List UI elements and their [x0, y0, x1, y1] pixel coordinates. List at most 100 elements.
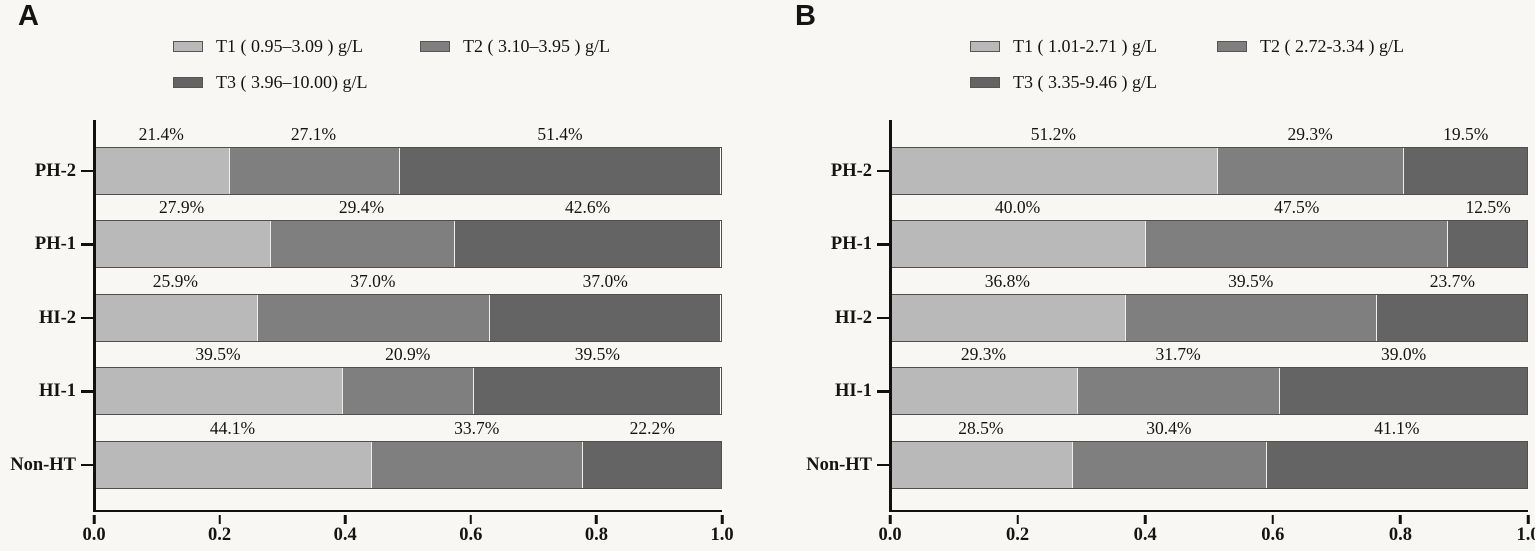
legend-item-t3: T3 ( 3.96–10.00) g/L [173, 73, 420, 91]
category-label-hi-1: HI-1 [39, 381, 76, 401]
value-label-strip: 27.9% 29.4% 42.6% [94, 197, 722, 217]
legend-swatch-t1 [970, 40, 1000, 52]
legend-label-t2: T2 ( 3.10–3.95 ) g/L [463, 36, 610, 56]
value-label-t1: 27.9% [158, 197, 205, 217]
x-tick [720, 514, 724, 524]
x-tick-label: 1.0 [710, 525, 734, 545]
value-label-strip: 28.5% 30.4% 41.1% [890, 418, 1528, 438]
x-tick-label: 0.4 [1133, 525, 1157, 545]
y-tick [877, 243, 890, 246]
panel-letter-a: A [18, 0, 39, 32]
segment-t3 [473, 368, 721, 414]
segment-t2 [1072, 441, 1266, 488]
legend-item-t2: T2 ( 2.72-3.34 ) g/L [1217, 37, 1404, 55]
category-label-ph-2: PH-2 [34, 160, 76, 181]
value-label-t2: 47.5% [1274, 197, 1320, 217]
segment-t3 [1265, 441, 1527, 488]
legend-swatch-t3 [173, 76, 203, 88]
legend-label-t1: T1 ( 0.95–3.09 ) g/L [216, 36, 363, 56]
segment-t2 [1145, 221, 1448, 267]
y-tick [81, 463, 94, 466]
value-label-t3: 42.6% [564, 197, 611, 217]
value-label-t3: 51.4% [537, 123, 583, 144]
category-label-hi-1: HI-1 [835, 381, 872, 401]
segment-t2 [257, 294, 489, 341]
x-tick [469, 514, 473, 524]
x-axis-line [889, 509, 1528, 512]
bar-row-non-ht [890, 440, 1528, 489]
y-tick [877, 463, 890, 466]
value-label-strip: 36.8% 39.5% 23.7% [890, 271, 1528, 291]
legend-item-t2: T2 ( 3.10–3.95 ) g/L [420, 37, 610, 55]
segment-t3 [582, 441, 721, 488]
x-axis-line [93, 509, 722, 512]
bar-row-hi-1 [94, 367, 722, 415]
legend-b: T1 ( 1.01-2.71 ) g/L T2 ( 2.72-3.34 ) g/L… [970, 37, 1404, 91]
bar-row-ph-2 [890, 146, 1528, 195]
value-label-t2: 30.4% [1146, 417, 1192, 438]
segment-t1 [95, 441, 372, 488]
value-label-t3: 23.7% [1429, 270, 1475, 291]
legend-swatch-t3 [970, 76, 1000, 88]
legend-item-t1: T1 ( 1.01-2.71 ) g/L [970, 37, 1217, 55]
segment-t2 [371, 441, 583, 488]
value-label-t2: 37.0% [350, 270, 396, 291]
bar-row-hi-2 [890, 293, 1528, 342]
value-label-t1: 25.9% [152, 270, 198, 291]
x-tick [888, 514, 892, 524]
value-label-t3: 41.1% [1374, 417, 1420, 438]
segment-t2 [1216, 147, 1403, 194]
x-tick [92, 514, 96, 524]
value-label-strip: 21.4% 27.1% 51.4% [94, 124, 722, 144]
x-tick-label: 0.6 [459, 525, 483, 545]
x-tick [1526, 514, 1530, 524]
value-label-strip: 40.0% 47.5% 12.5% [890, 197, 1528, 217]
y-tick [81, 169, 94, 172]
value-label-t2: 27.1% [290, 123, 337, 144]
y-tick [81, 390, 94, 393]
segment-t3 [453, 221, 721, 267]
segment-t3 [1376, 294, 1527, 341]
value-label-t2: 33.7% [454, 417, 500, 438]
segment-t1 [95, 368, 343, 414]
panel-a: A T1 ( 0.95–3.09 ) g/L T2 ( 3.10–3.95 ) g… [10, 0, 734, 545]
value-label-t3: 22.2% [629, 417, 675, 438]
bar-row-ph-2 [94, 146, 722, 195]
value-label-t3: 39.0% [1380, 344, 1427, 364]
value-label-strip: 44.1% 33.7% 22.2% [94, 418, 722, 438]
y-axis-spine [889, 120, 892, 512]
x-tick-label: 0.8 [1388, 525, 1412, 545]
legend-item-t1: T1 ( 0.95–3.09 ) g/L [173, 37, 420, 55]
segment-t3 [398, 147, 721, 194]
x-tick-label: 1.0 [1516, 525, 1535, 545]
value-label-t3: 12.5% [1465, 197, 1511, 217]
segment-t1 [95, 221, 270, 267]
x-tick-label: 0.2 [1006, 525, 1030, 545]
segment-t1 [891, 147, 1217, 194]
segment-t1 [95, 294, 258, 341]
category-label-ph-1: PH-1 [34, 234, 76, 254]
legend-swatch-t2 [1217, 40, 1247, 52]
category-label-ph-2: PH-2 [830, 160, 872, 181]
x-tick-label: 0.2 [208, 525, 232, 545]
segment-t2 [1125, 294, 1377, 341]
x-tick [1016, 514, 1019, 524]
segment-t1 [891, 294, 1126, 341]
plot-b: 51.2% 29.3% 19.5% PH-2 40.0% 47.5% 12.5% PH-1 36… [806, 120, 1535, 544]
x-tick [218, 514, 221, 524]
value-label-t1: 36.8% [984, 270, 1030, 291]
segment-t2 [342, 368, 474, 414]
bar-row-ph-1 [94, 220, 722, 268]
x-tick [595, 514, 598, 524]
category-label-non-ht: Non-HT [806, 454, 872, 475]
x-tick-label: 0.8 [584, 525, 608, 545]
legend-label-t3: T3 ( 3.96–10.00) g/L [216, 72, 368, 92]
segment-t1 [891, 441, 1073, 488]
segment-t2 [1077, 368, 1279, 414]
segment-t1 [95, 147, 229, 194]
legend-label-t1: T1 ( 1.01-2.71 ) g/L [1013, 36, 1157, 56]
y-tick [877, 169, 890, 172]
value-label-t3: 39.5% [574, 344, 620, 364]
legend-swatch-t1 [173, 40, 203, 52]
